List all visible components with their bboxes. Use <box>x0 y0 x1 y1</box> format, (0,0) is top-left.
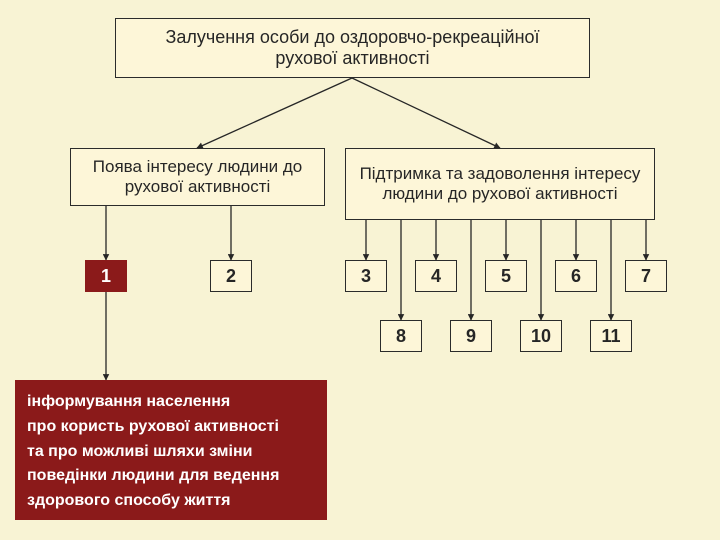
leaf-label: 2 <box>226 266 236 287</box>
leaf-label: 6 <box>571 266 581 287</box>
leaf-label: 3 <box>361 266 371 287</box>
note-line: поведінки людини для ведення <box>27 464 315 489</box>
leaf-box-11: 11 <box>590 320 632 352</box>
leaf-box-2: 2 <box>210 260 252 292</box>
leaf-label: 4 <box>431 266 441 287</box>
leaf-label: 10 <box>531 326 551 347</box>
leaf-label: 8 <box>396 326 406 347</box>
note-line: та про можливі шляхи зміни <box>27 440 315 465</box>
note-box: інформування населенняпро користь рухово… <box>15 380 327 520</box>
leaf-box-3: 3 <box>345 260 387 292</box>
leaf-label: 1 <box>101 266 111 287</box>
left-branch-box: Поява інтересу людини до рухової активно… <box>70 148 325 206</box>
right-branch-box: Підтримка та задоволення інтересу людини… <box>345 148 655 220</box>
leaf-box-7: 7 <box>625 260 667 292</box>
leaf-label: 11 <box>601 326 620 347</box>
leaf-box-1: 1 <box>85 260 127 292</box>
title-box: Залучення особи до оздоровчо-рекреаційно… <box>115 18 590 78</box>
note-line: здорового способу життя <box>27 489 315 514</box>
title-text: Залучення особи до оздоровчо-рекреаційно… <box>134 27 571 69</box>
note-line: інформування населення <box>27 390 315 415</box>
left-branch-text: Поява інтересу людини до рухової активно… <box>79 157 316 197</box>
leaf-box-9: 9 <box>450 320 492 352</box>
leaf-label: 9 <box>466 326 476 347</box>
leaf-box-8: 8 <box>380 320 422 352</box>
leaf-box-6: 6 <box>555 260 597 292</box>
note-line: про користь рухової активності <box>27 415 315 440</box>
leaf-box-10: 10 <box>520 320 562 352</box>
leaf-box-5: 5 <box>485 260 527 292</box>
leaf-label: 7 <box>641 266 651 287</box>
right-branch-text: Підтримка та задоволення інтересу людини… <box>356 164 644 204</box>
leaf-box-4: 4 <box>415 260 457 292</box>
leaf-label: 5 <box>501 266 511 287</box>
